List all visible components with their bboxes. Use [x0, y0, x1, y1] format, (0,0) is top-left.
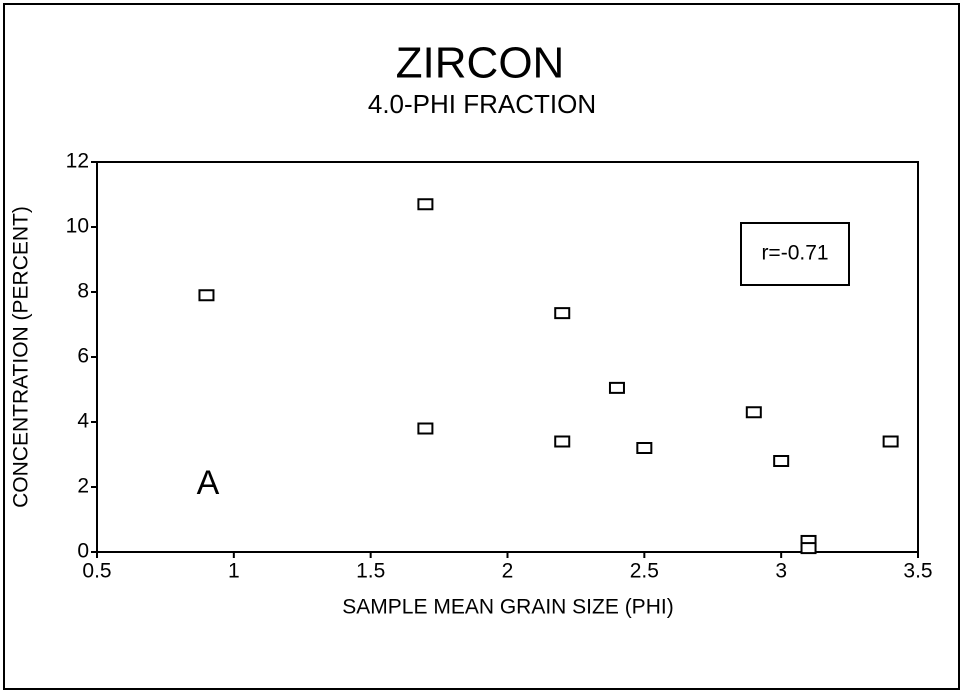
x-tick-label: 0.5 — [82, 560, 111, 583]
annotation-box — [740, 222, 850, 286]
y-tick-label: 6 — [77, 345, 89, 368]
chart-title: ZIRCON — [396, 39, 565, 88]
point — [800, 542, 817, 555]
x-tick-label: 3.5 — [903, 560, 932, 583]
annotation: r=-0.71 — [761, 242, 828, 265]
point — [417, 422, 434, 435]
point — [636, 442, 653, 454]
point — [554, 307, 571, 320]
plot-area — [96, 161, 919, 553]
x-axis-label: SAMPLE MEAN GRAIN SIZE (PHI) — [342, 596, 673, 619]
x-tick-label: 1 — [228, 560, 240, 583]
y-tick-label: 12 — [66, 150, 89, 173]
point — [773, 455, 790, 467]
x-tick-label: 3 — [775, 560, 787, 583]
annotation: A — [197, 464, 220, 502]
y-tick-label: 0 — [77, 540, 89, 563]
page-border — [3, 3, 960, 690]
x-tick-label: 2.5 — [630, 560, 659, 583]
point — [608, 381, 625, 394]
x-tick-label: 2 — [502, 560, 514, 583]
point — [554, 435, 571, 448]
y-axis-label: CONCENTRATION (PERCENT) — [10, 206, 33, 508]
y-tick-label: 2 — [77, 475, 89, 498]
x-tick-label: 1.5 — [356, 560, 385, 583]
point — [417, 198, 434, 211]
point — [882, 435, 899, 448]
chart-subtitle: 4.0-PHI FRACTION — [368, 89, 596, 119]
point — [745, 406, 762, 419]
y-tick-label: 8 — [77, 280, 89, 303]
y-tick-label: 10 — [66, 215, 89, 238]
y-tick-label: 4 — [77, 410, 89, 433]
point — [198, 289, 215, 302]
